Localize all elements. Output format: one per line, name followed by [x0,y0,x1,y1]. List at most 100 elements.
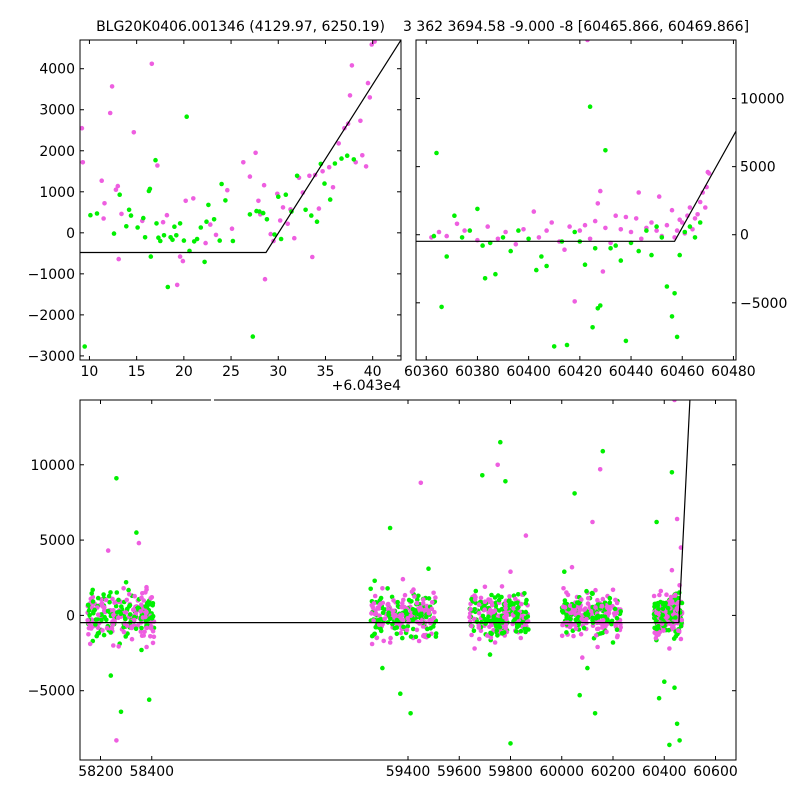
magenta-data-point [613,213,618,218]
season-data-point [523,609,529,615]
magenta-data-point [598,188,603,194]
green-data-point [608,246,613,251]
x-tick-label: 60480 [711,364,756,380]
season-data-point [665,605,671,611]
magenta-data-point [365,80,371,86]
magenta-data-point [610,587,616,593]
magenta-data-point [114,738,119,743]
green-data-point [623,338,629,344]
season-data-point [380,600,386,606]
season-data-point [150,640,156,646]
season-data-point [105,608,111,614]
season-data-point [103,597,109,603]
season-data-point [515,606,520,611]
magenta-data-point [116,256,121,262]
x-tick-label: 40 [364,364,382,380]
magenta-data-point [99,178,104,183]
season-data-point [478,628,484,634]
green-series [90,439,682,748]
magenta-data-point [136,540,142,546]
season-data-point [503,605,508,611]
green-data-point [177,221,183,226]
season-data-point [469,632,474,638]
magenta-data-point [349,63,355,68]
season-data-point [95,595,101,601]
green-data-point [590,325,595,330]
magenta-data-point [101,216,106,221]
green-data-point [500,235,506,240]
season-data-point [515,600,520,606]
season-data-point [487,597,493,603]
season-data-point [144,625,150,631]
magenta-data-point [703,205,708,210]
season-data-point [369,611,374,616]
season-data-point [371,601,377,606]
green-data-point [82,344,87,349]
magenta-data-point [247,174,253,179]
season-data-point [564,630,569,635]
green-data-point [223,198,228,203]
season-data-point [573,612,578,617]
season-data-point [143,604,148,609]
magenta-data-point [482,584,488,590]
green-data-point [667,742,672,748]
season-data-point [503,601,508,607]
season-data-point [151,634,157,640]
season-data-point [579,616,584,622]
green-data-point [669,314,675,319]
green-data-point [480,473,485,478]
green-data-point [644,228,649,233]
magenta-data-point [418,480,424,486]
green-data-point [303,207,308,213]
magenta-data-point [431,590,436,596]
season-data-point [522,626,527,632]
season-data-point [386,612,391,617]
green-data-point [142,235,148,240]
magenta-data-point [592,218,598,224]
season-data-point [424,614,429,620]
season-data-point [87,612,92,618]
season-data-point [99,617,104,623]
magenta-data-point [307,173,312,179]
green-data-point [247,212,253,217]
green-data-point [117,192,122,197]
magenta-data-point [649,220,654,225]
magenta-data-point [618,227,624,232]
season-data-point [422,607,428,613]
green-data-point [398,691,403,696]
magenta-data-point [253,150,258,156]
green-data-point [111,231,117,236]
magenta-data-point [569,564,575,570]
y-tick-label: −5000 [28,684,75,700]
top-right-lightcurve-window-panel: 60360 60380 60400 60420 60440 60460 60480 −5000… [403,19,787,380]
green-data-point [161,233,167,238]
season-data-point [408,613,414,619]
green-data-point [587,104,593,109]
season-data-point [148,634,153,639]
season-data-point [468,606,473,612]
magenta-data-point [177,254,183,259]
season-data-point [139,625,144,631]
season-data-point [607,600,613,605]
season-data-point [394,631,400,637]
y-tick-label: −5000 [740,296,787,312]
x-tick-label: 30 [269,364,287,380]
season-data-point [86,632,91,637]
season-data-point [405,615,411,621]
magenta-data-point [454,221,460,227]
green-data-point [387,525,393,531]
magenta-data-point [674,228,680,233]
magenta-data-point [472,646,477,651]
season-data-point [426,596,432,601]
season-data-point [511,606,516,611]
x-tick-label: 60400 [642,764,687,780]
green-data-point [603,148,608,153]
season-data-point [116,644,121,649]
season-data-point [656,606,661,612]
season-data-point [400,601,405,606]
green-data-point [134,530,139,535]
season-data-point [148,596,153,601]
season-data-point [614,634,620,640]
season-data-point [564,615,570,621]
season-data-point [658,588,664,594]
